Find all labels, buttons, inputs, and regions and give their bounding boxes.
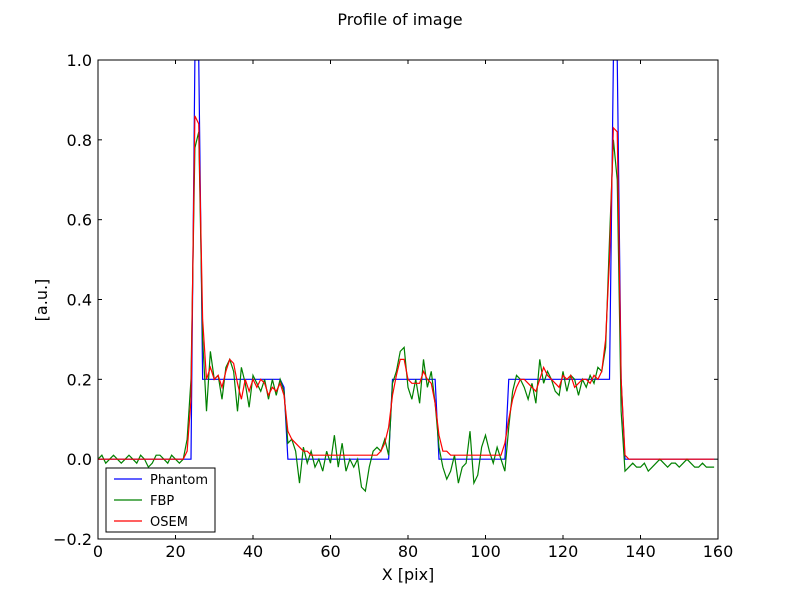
plot-frame [97,59,719,540]
y-tick-label: 1.0 [67,51,92,70]
x-axis-label: X [pix] [382,565,435,584]
y-tick-label: 0.4 [67,291,92,310]
y-tick-label: 0.6 [67,211,92,230]
y-axis-label: [a.u.] [32,279,51,322]
chart-title: Profile of image [337,10,462,29]
legend-label: FBP [150,494,174,509]
x-tick-label: 100 [470,542,501,561]
x-tick-label: 120 [548,542,579,561]
line-series [98,115,715,460]
y-tick-label: 0.0 [67,450,92,469]
x-tick-label: 140 [625,542,656,561]
y-tick-label: −0.2 [53,530,92,549]
legend-label: Phantom [150,473,208,488]
legend-label: OSEM [150,515,188,530]
y-tick-label: 0.8 [67,131,92,150]
x-tick-label: 60 [320,542,340,561]
line-series [98,131,715,493]
y-tick-label: 0.2 [67,370,92,389]
x-tick-label: 160 [703,542,734,561]
plot-lines [98,60,715,493]
x-tick-label: 80 [398,542,418,561]
x-tick-label: 40 [243,542,263,561]
x-tick-label: 0 [93,542,103,561]
x-tick-label: 20 [165,542,185,561]
